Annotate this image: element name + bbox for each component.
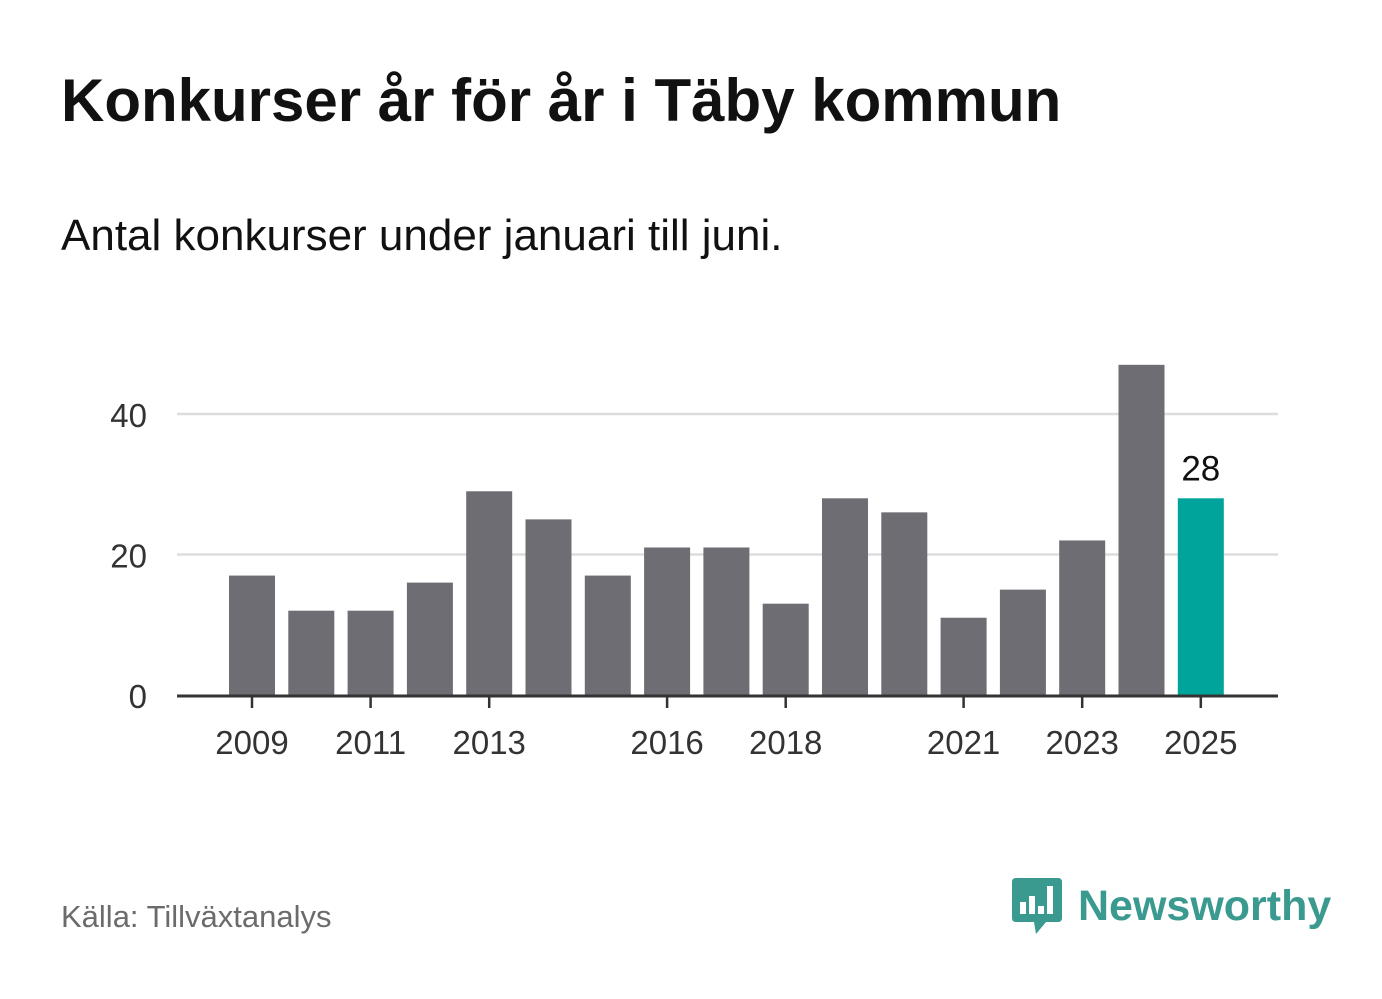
source-note: Källa: Tillväxtanalys — [61, 899, 332, 934]
brand-name: Newsworthy — [1078, 881, 1332, 930]
x-tick-label: 2011 — [335, 724, 406, 761]
y-tick-label: 40 — [110, 397, 147, 434]
bar — [1177, 498, 1224, 695]
bar — [406, 582, 453, 695]
bar — [584, 575, 631, 695]
brand-logo: Newsworthy — [1010, 876, 1331, 936]
bar — [703, 547, 750, 695]
x-tick-label: 2018 — [749, 724, 822, 761]
bar — [347, 610, 394, 695]
bar — [644, 547, 691, 695]
bar — [229, 575, 275, 695]
bar — [999, 589, 1046, 695]
x-tick-label: 2009 — [215, 724, 288, 761]
bars — [229, 364, 1224, 695]
chart-subtitle: Antal konkurser under januari till juni. — [61, 211, 783, 260]
bar — [466, 491, 513, 695]
x-tick-label: 2013 — [452, 724, 525, 761]
bar — [822, 498, 868, 695]
labels: 0 20 40 2009 2011 2013 2016 2018 2021 2023 2025 28 — [110, 397, 1237, 761]
chart-title: Konkurser år för år i Täby kommun — [61, 67, 1062, 134]
bar — [940, 617, 987, 695]
bar-chart-speech-bubble-icon — [1012, 878, 1062, 934]
x-tick-label: 2023 — [1045, 724, 1118, 761]
x-tick-label: 2016 — [630, 724, 703, 761]
x-tick-label: 2025 — [1164, 724, 1237, 761]
bar — [762, 603, 809, 695]
bar — [1059, 540, 1106, 695]
gridlines — [177, 412, 1278, 556]
data-label: 28 — [1181, 449, 1220, 488]
bar — [881, 512, 928, 695]
bar — [1118, 364, 1165, 695]
bar — [525, 519, 572, 695]
bar — [288, 610, 335, 695]
axes — [177, 694, 1278, 708]
y-tick-label: 20 — [110, 538, 147, 575]
x-tick-label: 2021 — [927, 724, 1000, 761]
y-tick-label: 0 — [129, 678, 147, 715]
